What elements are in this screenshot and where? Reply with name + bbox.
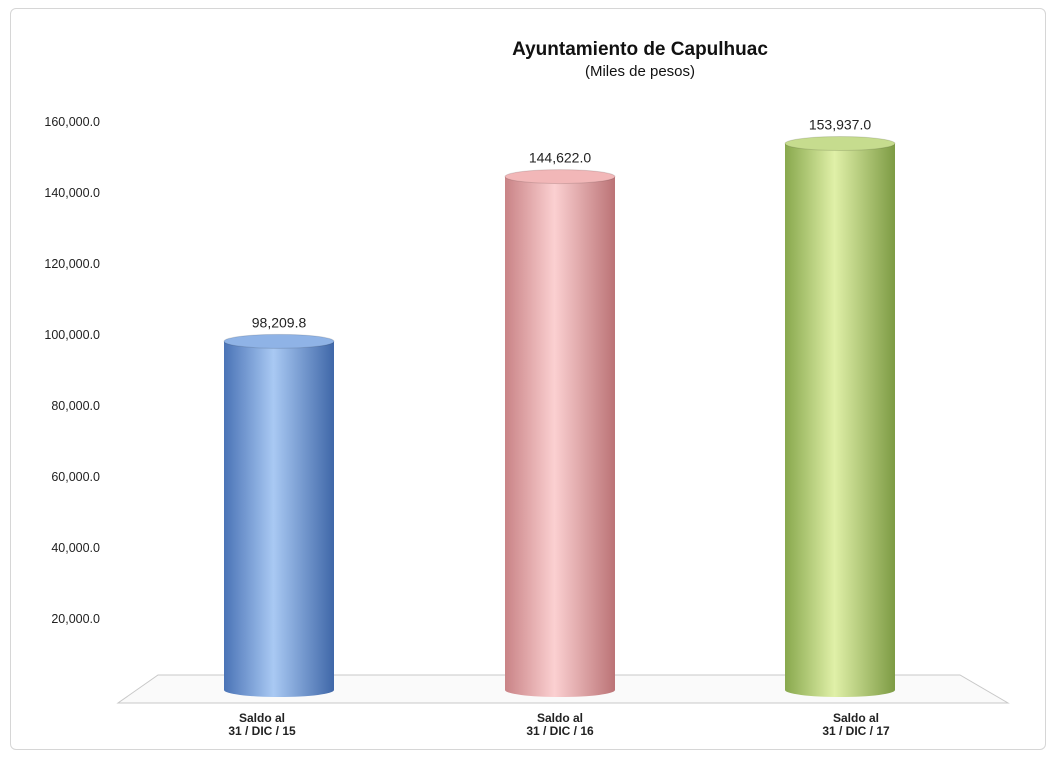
y-tick-label: 80,000.0: [51, 399, 100, 413]
bar-cap: [223, 333, 335, 349]
bar-base: [785, 683, 895, 697]
x-category-line: 31 / DIC / 15: [228, 724, 296, 738]
y-tick-label: 140,000.0: [44, 186, 100, 200]
bar-cap: [784, 136, 896, 152]
x-category-label: Saldo al 31 / DIC / 16: [526, 711, 594, 738]
bar-base: [505, 683, 615, 697]
bar-body: [505, 176, 615, 690]
y-tick-label: 160,000.0: [44, 115, 100, 129]
data-label: 144,622.0: [529, 150, 591, 166]
bar-3: 153,937.0: [784, 117, 896, 697]
bar-body: [785, 143, 895, 690]
bar-2: 144,622.0: [504, 150, 616, 697]
x-category-line: Saldo al: [537, 711, 583, 725]
x-category-line: 31 / DIC / 17: [822, 724, 890, 738]
bar-cap: [504, 169, 616, 185]
bar-1: 98,209.8: [223, 314, 335, 697]
chart-subtitle: (Miles de pesos): [585, 63, 695, 80]
y-axis: 20,000.0 40,000.0 60,000.0 80,000.0 100,000.…: [44, 115, 100, 626]
y-tick-label: 40,000.0: [51, 541, 100, 555]
bars: 98,209.8 144,622.0 153,937.0: [223, 117, 896, 697]
chart-title: Ayuntamiento de Capulhuac: [512, 39, 768, 60]
x-category-label: Saldo al 31 / DIC / 15: [228, 711, 296, 738]
y-tick-label: 20,000.0: [51, 612, 100, 626]
x-category-line: 31 / DIC / 16: [526, 724, 594, 738]
x-category-line: Saldo al: [239, 711, 285, 725]
bar-body: [224, 341, 334, 690]
y-tick-label: 100,000.0: [44, 328, 100, 342]
x-category-line: Saldo al: [833, 711, 879, 725]
data-label: 98,209.8: [252, 314, 307, 330]
x-category-label: Saldo al 31 / DIC / 17: [822, 711, 890, 738]
y-tick-label: 60,000.0: [51, 470, 100, 484]
y-tick-label: 120,000.0: [44, 257, 100, 271]
bar-base: [224, 683, 334, 697]
data-label: 153,937.0: [809, 117, 871, 133]
